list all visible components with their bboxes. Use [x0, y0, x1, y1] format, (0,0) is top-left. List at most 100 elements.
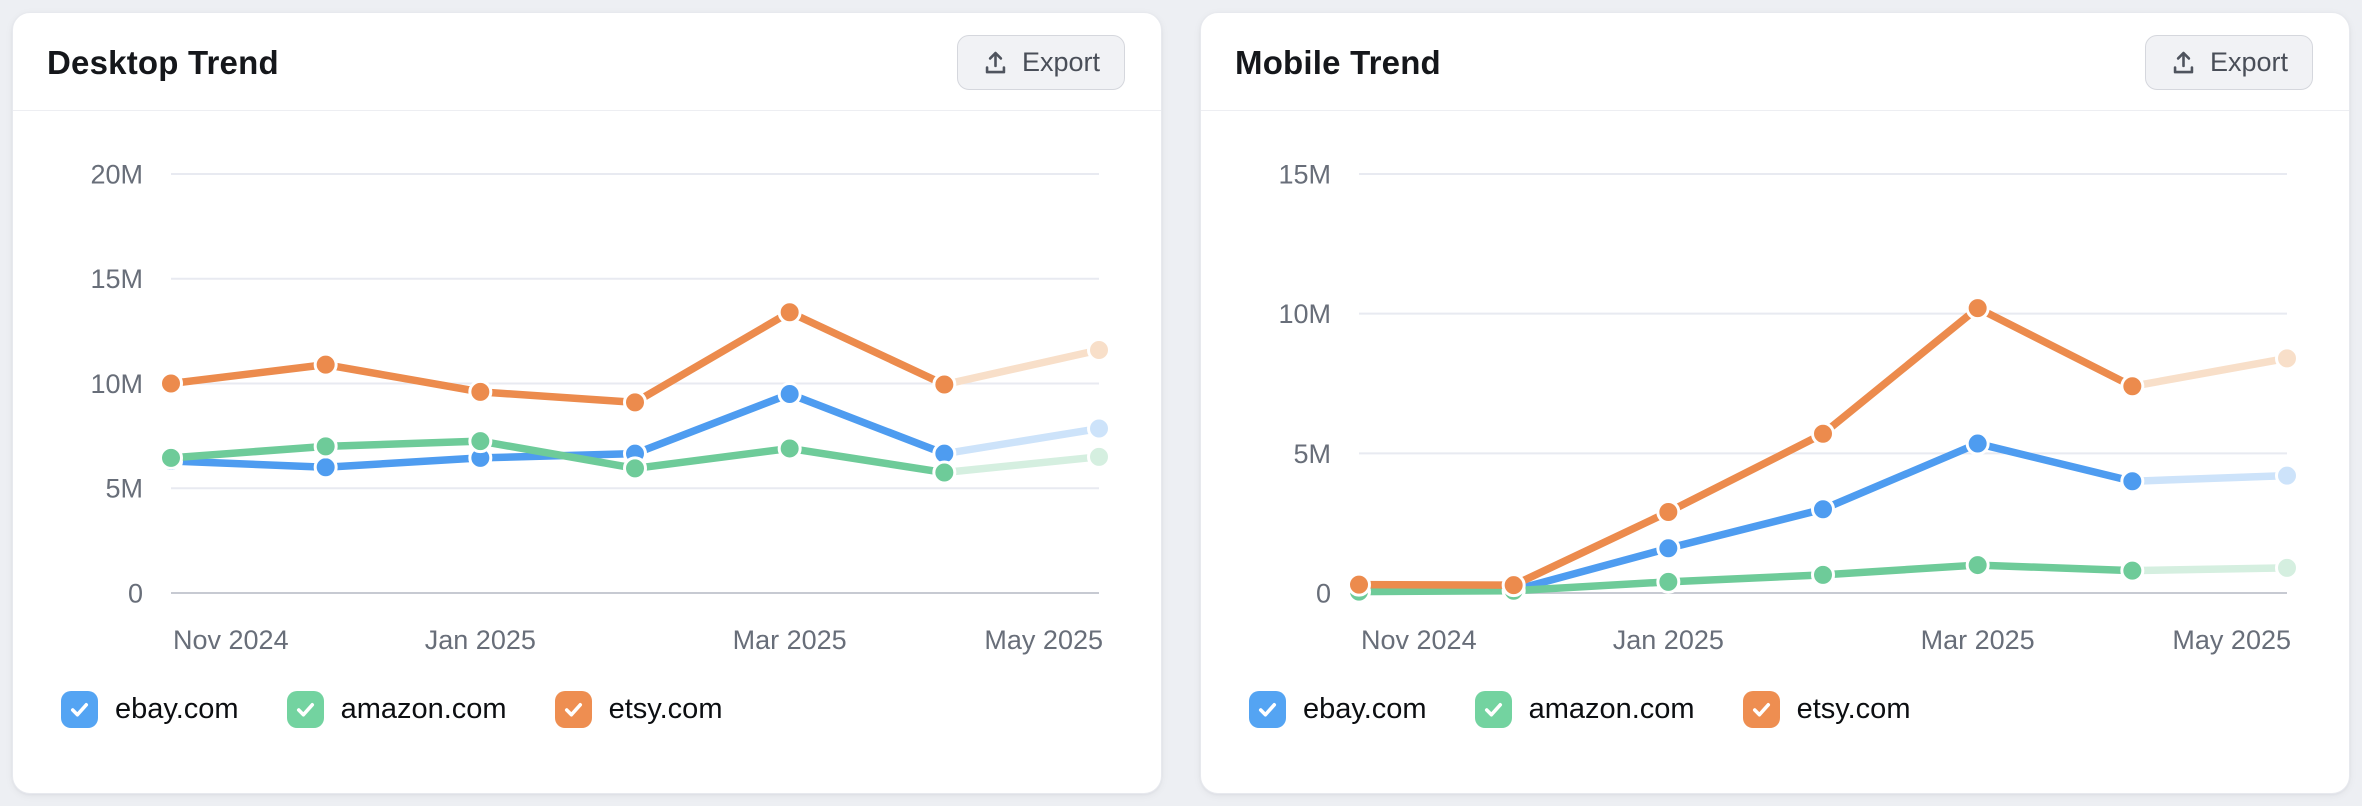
legend-item-amazon-com[interactable]: amazon.com — [1474, 691, 1695, 728]
x-axis-tick-label: Jan 2025 — [425, 625, 536, 655]
y-axis-tick-label: 15M — [1278, 159, 1331, 189]
mobile-export-button[interactable]: Export — [2144, 35, 2313, 90]
x-axis-tick-label: May 2025 — [984, 625, 1103, 655]
checkmark-icon — [296, 703, 314, 717]
legend-item-ebay-com[interactable]: ebay.com — [61, 691, 239, 728]
data-point-ebay-com-jan-2025 — [1656, 536, 1681, 561]
desktop-card-title: Desktop Trend — [47, 43, 279, 81]
checkmark-icon — [70, 703, 89, 717]
legend-item-amazon-com[interactable]: amazon.com — [286, 691, 507, 728]
legend-checkbox-etsy-com[interactable] — [554, 691, 592, 728]
data-point-etsy-com-may-2025 — [1087, 337, 1111, 362]
y-axis-tick-label: 10M — [1278, 299, 1331, 329]
data-point-etsy-com-feb-2025 — [623, 390, 647, 415]
y-axis-tick-label: 5M — [1293, 439, 1331, 469]
desktop-trend-card: Desktop Trend Export 0 5M 10M 15M 20M Nov 202… — [12, 12, 1162, 794]
data-point-etsy-com-dec-2024 — [1501, 573, 1526, 598]
data-point-amazon-com-apr-2025 — [2120, 558, 2145, 583]
series-projected-segment-etsy-com — [2128, 354, 2291, 391]
y-axis-tick-label: 0 — [128, 578, 143, 608]
desktop-legend: ebay.com amazon.com etsy.com — [13, 677, 1161, 728]
data-point-etsy-com-nov-2024 — [159, 371, 183, 396]
data-point-etsy-com-dec-2024 — [313, 352, 338, 377]
data-point-etsy-com-apr-2025 — [932, 372, 957, 397]
data-point-amazon-com-jan-2025 — [1656, 569, 1681, 594]
checkmark-icon — [564, 703, 582, 717]
series-projected-segment-amazon-com — [940, 453, 1103, 477]
checkmark-icon — [1258, 703, 1277, 717]
data-point-amazon-com-feb-2025 — [623, 456, 647, 481]
export-icon — [2170, 49, 2197, 76]
legend-label: amazon.com — [340, 693, 507, 725]
series-line-etsy-com — [167, 308, 949, 407]
data-point-etsy-com-mar-2025 — [777, 300, 802, 325]
legend-label: etsy.com — [1796, 693, 1911, 725]
series-projected-segment-amazon-com — [2128, 564, 2291, 575]
mobile-trend-card: Mobile Trend Export 0 5M 10M 15M Nov 2024 Jan… — [1200, 12, 2350, 794]
data-point-ebay-com-may-2025 — [2275, 463, 2299, 488]
series-projected-segment-ebay-com — [940, 424, 1103, 458]
mobile-card-header: Mobile Trend Export — [1201, 13, 2349, 111]
export-icon — [982, 49, 1009, 76]
data-point-ebay-com-apr-2025 — [2120, 469, 2145, 494]
data-point-ebay-com-feb-2025 — [1811, 497, 1835, 522]
data-point-etsy-com-apr-2025 — [2120, 374, 2145, 399]
series-projected-segment-etsy-com — [940, 346, 1103, 389]
legend-label: ebay.com — [1303, 693, 1427, 725]
mobile-trend-line-chart: 0 5M 10M 15M Nov 2024 Jan 2025 Mar 2025 May 202… — [1278, 159, 2299, 655]
legend-item-etsy-com[interactable]: etsy.com — [554, 691, 723, 728]
data-point-amazon-com-feb-2025 — [1811, 562, 1835, 587]
y-axis-tick-label: 0 — [1316, 578, 1331, 608]
legend-label: amazon.com — [1528, 693, 1695, 725]
legend-checkbox-amazon-com[interactable] — [1474, 691, 1512, 728]
checkmark-icon — [1484, 703, 1502, 717]
x-axis-tick-label: Nov 2024 — [173, 625, 289, 655]
y-axis-tick-label: 10M — [90, 369, 143, 399]
data-point-ebay-com-dec-2024 — [313, 455, 338, 480]
legend-label: etsy.com — [608, 693, 723, 725]
x-axis-tick-label: Mar 2025 — [1921, 625, 2035, 655]
data-point-amazon-com-may-2025 — [2275, 555, 2299, 580]
data-point-amazon-com-mar-2025 — [1965, 553, 1990, 578]
data-point-etsy-com-jan-2025 — [468, 379, 493, 404]
x-axis-tick-label: Nov 2024 — [1361, 625, 1477, 655]
data-point-etsy-com-may-2025 — [2275, 346, 2299, 371]
y-axis-tick-label: 15M — [90, 264, 143, 294]
series-line-amazon-com — [1355, 561, 2137, 596]
legend-item-ebay-com[interactable]: ebay.com — [1249, 691, 1427, 728]
data-point-etsy-com-feb-2025 — [1811, 421, 1835, 446]
data-point-ebay-com-mar-2025 — [1965, 431, 1990, 456]
series-line-etsy-com — [1355, 304, 2137, 589]
legend-checkbox-amazon-com[interactable] — [286, 691, 324, 728]
x-axis-tick-label: May 2025 — [2172, 625, 2291, 655]
data-point-ebay-com-may-2025 — [1087, 416, 1111, 441]
mobile-legend: ebay.com amazon.com etsy.com — [1201, 677, 2349, 728]
data-point-amazon-com-mar-2025 — [777, 436, 802, 461]
x-axis-tick-label: Mar 2025 — [733, 625, 847, 655]
desktop-chart-area: 0 5M 10M 15M 20M Nov 2024 Jan 2025 Mar 2025 May … — [13, 111, 1161, 677]
data-point-etsy-com-jan-2025 — [1656, 499, 1681, 524]
legend-label: ebay.com — [115, 693, 239, 725]
export-button-label: Export — [1021, 47, 1100, 77]
legend-checkbox-etsy-com[interactable] — [1742, 691, 1780, 728]
desktop-card-header: Desktop Trend Export — [13, 13, 1161, 111]
data-point-etsy-com-nov-2024 — [1347, 572, 1371, 597]
legend-item-etsy-com[interactable]: etsy.com — [1742, 691, 1911, 728]
mobile-card-title: Mobile Trend — [1235, 43, 1441, 81]
desktop-export-button[interactable]: Export — [956, 35, 1125, 90]
data-point-amazon-com-apr-2025 — [932, 460, 957, 485]
data-point-etsy-com-mar-2025 — [1965, 296, 1990, 321]
mobile-chart-area: 0 5M 10M 15M Nov 2024 Jan 2025 Mar 2025 May 202… — [1201, 111, 2349, 677]
data-point-amazon-com-jan-2025 — [468, 429, 493, 454]
data-point-amazon-com-may-2025 — [1087, 444, 1111, 469]
y-axis-tick-label: 5M — [105, 474, 143, 504]
legend-checkbox-ebay-com[interactable] — [61, 691, 98, 728]
data-point-amazon-com-nov-2024 — [159, 445, 183, 470]
legend-checkbox-ebay-com[interactable] — [1249, 691, 1286, 728]
data-point-amazon-com-dec-2024 — [313, 434, 338, 459]
series-line-amazon-com — [167, 437, 949, 477]
x-axis-tick-label: Jan 2025 — [1613, 625, 1724, 655]
series-projected-segment-ebay-com — [2128, 471, 2291, 486]
desktop-trend-line-chart: 0 5M 10M 15M 20M Nov 2024 Jan 2025 Mar 2025 May … — [90, 159, 1111, 655]
